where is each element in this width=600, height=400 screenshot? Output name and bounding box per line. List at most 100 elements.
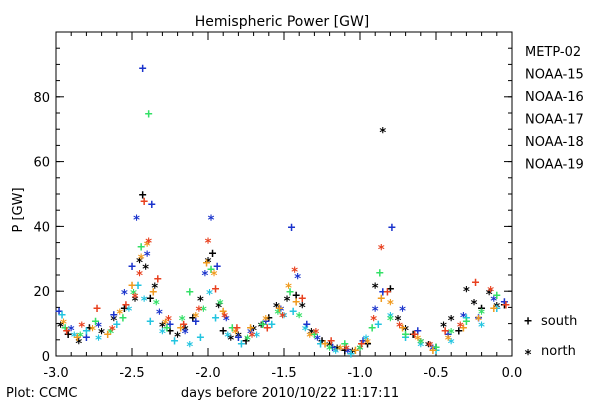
data-point: + <box>500 295 508 310</box>
data-point: * <box>417 337 425 352</box>
data-point: * <box>456 321 464 336</box>
legend-item: NOAA-15 <box>525 68 584 83</box>
data-point: * <box>307 327 315 342</box>
data-point: * <box>332 347 340 362</box>
data-point: * <box>162 317 170 332</box>
y-tick-label: 40 <box>33 220 50 235</box>
data-point: + <box>352 344 360 359</box>
data-point: + <box>166 324 174 339</box>
data-point: * <box>57 321 65 336</box>
data-point: + <box>110 308 118 323</box>
data-point: * <box>107 327 115 342</box>
data-point: * <box>130 288 138 303</box>
data-point: + <box>402 331 410 346</box>
data-point: * <box>342 343 350 358</box>
data-point: * <box>192 311 200 326</box>
hemisphere-symbol: * <box>524 348 532 363</box>
data-point: + <box>289 305 297 320</box>
data-point: + <box>288 220 296 235</box>
data-point: * <box>244 334 252 349</box>
data-point: + <box>145 107 153 122</box>
data-point: * <box>110 314 118 329</box>
data-point: + <box>146 314 154 329</box>
data-point: + <box>377 292 385 307</box>
data-point: + <box>177 321 185 336</box>
data-point: * <box>312 327 320 342</box>
data-point: + <box>475 311 483 326</box>
data-point: * <box>60 317 68 332</box>
data-point: * <box>145 236 153 251</box>
data-point: * <box>204 236 212 251</box>
data-point: + <box>292 288 300 303</box>
data-point: + <box>414 324 422 339</box>
data-point: * <box>429 343 437 358</box>
data-point: * <box>186 340 194 355</box>
data-point: * <box>386 314 394 329</box>
data-point: * <box>306 330 314 345</box>
legend-item: METP-02 <box>525 45 581 60</box>
data-point: + <box>341 337 349 352</box>
data-point: + <box>493 301 501 316</box>
data-point: * <box>379 126 387 141</box>
data-point: * <box>204 256 212 271</box>
data-point: * <box>326 343 334 358</box>
data-point: + <box>139 62 147 77</box>
data-point: + <box>55 305 63 320</box>
hemisphere-label: north <box>541 344 576 359</box>
data-point: * <box>206 288 214 303</box>
data-point: + <box>292 295 300 310</box>
data-point: * <box>78 321 86 336</box>
data-point: * <box>478 308 486 323</box>
data-point: + <box>212 311 220 326</box>
data-point: * <box>470 298 478 313</box>
data-point: * <box>108 324 116 339</box>
y-tick-label: 80 <box>33 91 50 106</box>
data-point: * <box>67 324 75 339</box>
data-point: * <box>222 314 230 329</box>
data-point: + <box>86 321 94 336</box>
data-point: * <box>414 334 422 349</box>
data-point: * <box>136 269 144 284</box>
data-point: + <box>82 324 90 339</box>
data-point: + <box>383 285 391 300</box>
data-point: + <box>462 311 470 326</box>
data-point: * <box>336 343 344 358</box>
data-point: + <box>209 246 217 261</box>
data-point: + <box>429 344 437 359</box>
data-point: + <box>134 279 142 294</box>
data-point: + <box>61 321 69 336</box>
data-point: * <box>475 314 483 329</box>
data-point: + <box>327 334 335 349</box>
data-point: * <box>178 314 186 329</box>
data-point: * <box>478 321 486 336</box>
data-point: + <box>432 340 440 355</box>
data-point: * <box>131 295 139 310</box>
data-point: * <box>447 337 455 352</box>
data-point: + <box>455 324 463 339</box>
x-tick-label: 0.0 <box>502 366 523 381</box>
data-point: * <box>462 285 470 300</box>
data-point: * <box>417 337 425 352</box>
data-point: + <box>409 327 417 342</box>
data-point: + <box>441 324 449 339</box>
data-point: + <box>219 324 227 339</box>
data-point: * <box>120 288 128 303</box>
data-point: * <box>140 295 148 310</box>
data-point: + <box>213 259 221 274</box>
y-axis-label: P [GW] <box>11 187 26 232</box>
data-point: * <box>386 298 394 313</box>
data-marks: * +*+ **+ **+*+** + * *+**+*+* * +* *+* * +** + * * + * *… <box>55 62 510 362</box>
data-point: * <box>399 304 407 319</box>
data-point: * <box>196 295 204 310</box>
data-point: * <box>424 340 432 355</box>
data-point: + <box>166 318 174 333</box>
series-legend: METP-02 NOAA-15 NOAA-16 NOAA-17 NOAA-18 NOAA-… <box>525 45 584 173</box>
data-point: * <box>356 343 364 358</box>
data-point: * <box>356 343 364 358</box>
data-point: + <box>247 321 255 336</box>
x-tick-label: -3.0 <box>43 366 68 381</box>
data-point: + <box>92 314 100 329</box>
data-point: * <box>298 301 306 316</box>
data-point: + <box>462 314 470 329</box>
data-point: * <box>285 282 293 297</box>
